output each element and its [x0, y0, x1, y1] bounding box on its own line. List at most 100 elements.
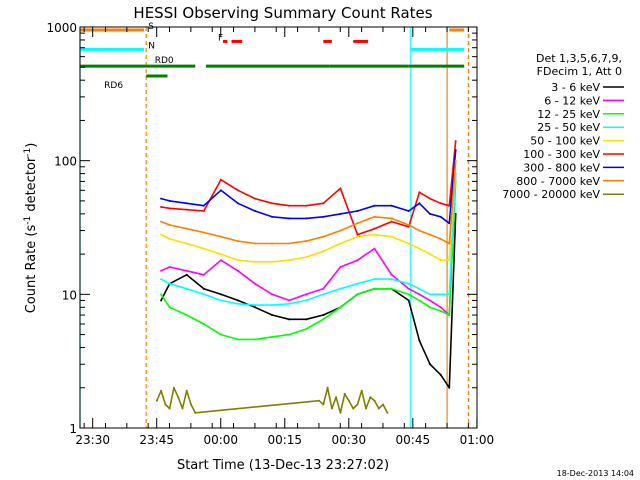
status-label-n: N [148, 41, 155, 51]
series-2-point-10 [322, 318, 325, 321]
series-8-point-25 [382, 403, 385, 406]
series-1-point-13 [373, 247, 376, 250]
series-6-point-5 [236, 202, 239, 205]
series-2-point-0 [160, 293, 163, 296]
series-0-point-16 [418, 339, 421, 342]
series-5-point-9 [305, 204, 308, 207]
series-2-point-1 [168, 306, 171, 309]
series-7-point-17 [429, 233, 432, 236]
series-5-point-2 [185, 208, 188, 211]
status-label-rd0: RD0 [155, 56, 174, 66]
x-axis: 23:30 23:45 00:00 00:15 00:30 00:45 01:00 [75, 27, 494, 447]
series-0-point-9 [305, 318, 308, 321]
series-8-point-15 [339, 411, 342, 414]
series-line-7 [160, 160, 457, 245]
series-3-point-16 [418, 287, 421, 290]
series-2-point-8 [288, 333, 291, 336]
series-1-point-11 [339, 266, 342, 269]
series-4-point-13 [373, 233, 376, 236]
series-6-point-10 [322, 215, 325, 218]
series-8-point-23 [373, 399, 376, 402]
series-7-point-7 [271, 242, 274, 245]
series-3-point-11 [339, 287, 342, 290]
series-5-point-12 [356, 233, 359, 236]
series-6-point-15 [407, 210, 410, 213]
series-8-point-14 [335, 396, 338, 399]
series-7-point-8 [288, 242, 291, 245]
y-tick-label-3: 1000 [46, 21, 77, 35]
series-8-point-11 [322, 403, 325, 406]
series-5-point-6 [254, 197, 257, 200]
series-8-point-17 [347, 399, 350, 402]
series-6-point-3 [202, 204, 205, 207]
series-8-point-20 [360, 389, 363, 392]
series-3-point-17 [429, 293, 432, 296]
legend-header-1: FDecim 1, Att 0 [537, 65, 622, 78]
series-7-point-13 [373, 215, 376, 218]
legend-label-8: 7000 - 20000 keV [502, 188, 600, 201]
series-8-point-2 [164, 403, 167, 406]
series-2-point-6 [254, 338, 257, 341]
series-6-point-19 [448, 222, 451, 225]
series-7-point-6 [254, 242, 257, 245]
series-6-point-1 [168, 199, 171, 202]
series-0-point-6 [254, 306, 257, 309]
series-6-point-12 [356, 210, 359, 213]
series-3-point-19 [448, 293, 451, 296]
x-tick-label-3: 00:15 [267, 433, 302, 447]
series-8-point-12 [326, 386, 329, 389]
series-0-point-5 [236, 299, 239, 302]
legend-header-0: Det 1,3,5,6,7,9, [536, 52, 622, 65]
series-4-point-8 [288, 259, 291, 262]
series-line-6 [160, 150, 457, 225]
series-4-point-10 [322, 250, 325, 253]
series-2-point-14 [390, 287, 393, 290]
y-axis: 1 10 100 1000 [46, 21, 477, 436]
x-tick-label-4: 00:30 [332, 433, 367, 447]
series-6-point-17 [429, 212, 432, 215]
series-0-point-2 [185, 273, 188, 276]
series-0-point-8 [288, 318, 291, 321]
series-8-point-26 [386, 411, 389, 414]
series-5-point-5 [236, 189, 239, 192]
series-3-point-2 [185, 287, 188, 290]
series-0-point-20 [454, 212, 457, 215]
series-1-point-10 [322, 287, 325, 290]
series-8-point-13 [330, 407, 333, 410]
series-8-point-22 [369, 396, 372, 399]
series-8-point-16 [343, 392, 346, 395]
x-tick-label-5: 00:45 [396, 433, 431, 447]
series-0-point-10 [322, 314, 325, 317]
legend-label-0: 3 - 6 keV [551, 81, 600, 94]
series-5-point-1 [168, 207, 171, 210]
series-6-point-8 [288, 217, 291, 220]
series-7-point-2 [185, 227, 188, 230]
series-7-point-5 [236, 240, 239, 243]
legend-label-4: 50 - 100 keV [530, 135, 600, 148]
series-0-point-0 [160, 299, 163, 302]
series-7-point-0 [160, 220, 163, 223]
axes-frame [79, 26, 478, 429]
series-4-point-17 [429, 253, 432, 256]
series-6-point-16 [418, 202, 421, 205]
series-3-point-18 [439, 293, 442, 296]
series-3-point-9 [305, 299, 308, 302]
series-5-point-7 [271, 202, 274, 205]
series-8-point-8 [189, 403, 192, 406]
legend-label-6: 300 - 800 keV [523, 161, 600, 174]
series-4-point-2 [185, 242, 188, 245]
series-5-point-15 [407, 225, 410, 228]
series-4-point-0 [160, 233, 163, 236]
series-2-point-17 [429, 306, 432, 309]
series-1-point-8 [288, 299, 291, 302]
series-7-point-19 [448, 242, 451, 245]
series-2-point-16 [418, 299, 421, 302]
series-2-point-15 [407, 293, 410, 296]
x-tick-label-2: 00:00 [203, 433, 238, 447]
series-7-point-1 [168, 224, 171, 227]
series-3-point-0 [160, 278, 163, 281]
series-3-point-8 [288, 302, 291, 305]
x-tick-label-1: 23:45 [139, 433, 174, 447]
series-0-point-15 [407, 299, 410, 302]
